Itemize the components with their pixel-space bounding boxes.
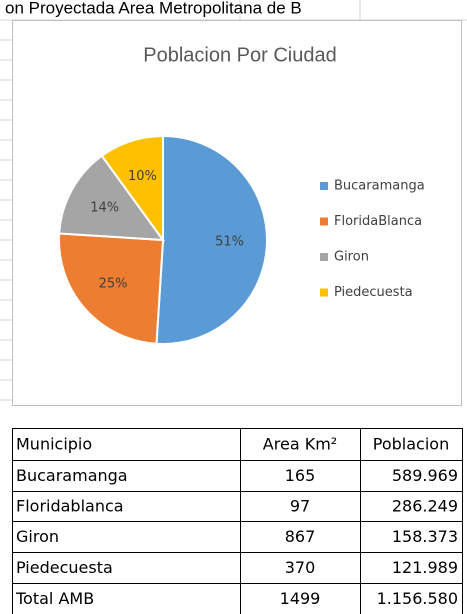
table-cell-text: 867 — [285, 527, 316, 546]
pie: 51% 25% 14% 10% — [58, 134, 268, 345]
pie-slice — [58, 232, 165, 345]
table-cell — [12, 552, 241, 584]
table-cell-text: 1.156.580 — [377, 589, 458, 608]
slice-label: 25% — [99, 277, 128, 292]
table-cell-text: 158.373 — [392, 527, 458, 546]
table-cell-text: Floridablanca — [16, 497, 124, 516]
table-cell-text: 286.249 — [392, 497, 458, 516]
table-cell — [240, 583, 361, 614]
table-header-cell: Area Km² — [263, 435, 337, 454]
table-cell — [360, 491, 463, 522]
legend: Bucaramanga FloridaBlanca Giron Piedecuesta — [320, 179, 425, 300]
table: Municipio Area Km² Poblacion Bucaramanga 165… — [12, 428, 463, 614]
table-cell-text: 165 — [285, 466, 316, 485]
table-cell-text: Total AMB — [15, 589, 94, 608]
table-cell-text: 1499 — [280, 589, 321, 608]
table-cell — [12, 521, 241, 553]
table-cell — [240, 491, 361, 522]
table-header-cell: Municipio — [16, 435, 92, 454]
table-cell — [240, 428, 361, 461]
table-cell — [240, 521, 361, 553]
slice-label: 10% — [128, 169, 157, 184]
legend-label: Bucaramanga — [334, 179, 425, 194]
slice-label: 14% — [90, 200, 119, 215]
table-cell-text: Giron — [16, 527, 59, 546]
table-cell-text: 589.969 — [392, 466, 458, 485]
table-cell-text: 97 — [290, 497, 310, 516]
table-cell — [360, 521, 463, 553]
table-cell — [12, 460, 241, 492]
legend-swatch — [320, 288, 328, 297]
pie-slice — [155, 134, 268, 345]
legend-label: Giron — [334, 250, 369, 265]
table-cell — [12, 583, 241, 614]
legend-swatch — [320, 182, 328, 190]
legend-swatch — [320, 217, 328, 226]
legend-label: FloridaBlanca — [334, 214, 422, 229]
table-cell — [12, 491, 241, 522]
sheet-header-text: on Proyectada Area Metropolitana de B — [5, 0, 302, 17]
chart-title: Poblacion Por Ciudad — [143, 44, 336, 66]
slice-label: 51% — [215, 235, 244, 250]
table-cell-text: Piedecuesta — [16, 558, 113, 577]
pie-slice — [58, 154, 166, 242]
pie-slice — [100, 134, 164, 244]
legend-swatch — [320, 253, 328, 261]
table-cell-text: Bucaramanga — [16, 466, 128, 485]
table-cell — [360, 428, 463, 461]
table-cell — [360, 460, 463, 492]
table-header-cell: Poblacion — [373, 435, 449, 454]
table-cell-text: 370 — [285, 558, 316, 577]
legend-label: Piedecuesta — [334, 285, 413, 300]
table-cell — [360, 583, 463, 614]
table-cell-text: 121.989 — [392, 558, 458, 577]
